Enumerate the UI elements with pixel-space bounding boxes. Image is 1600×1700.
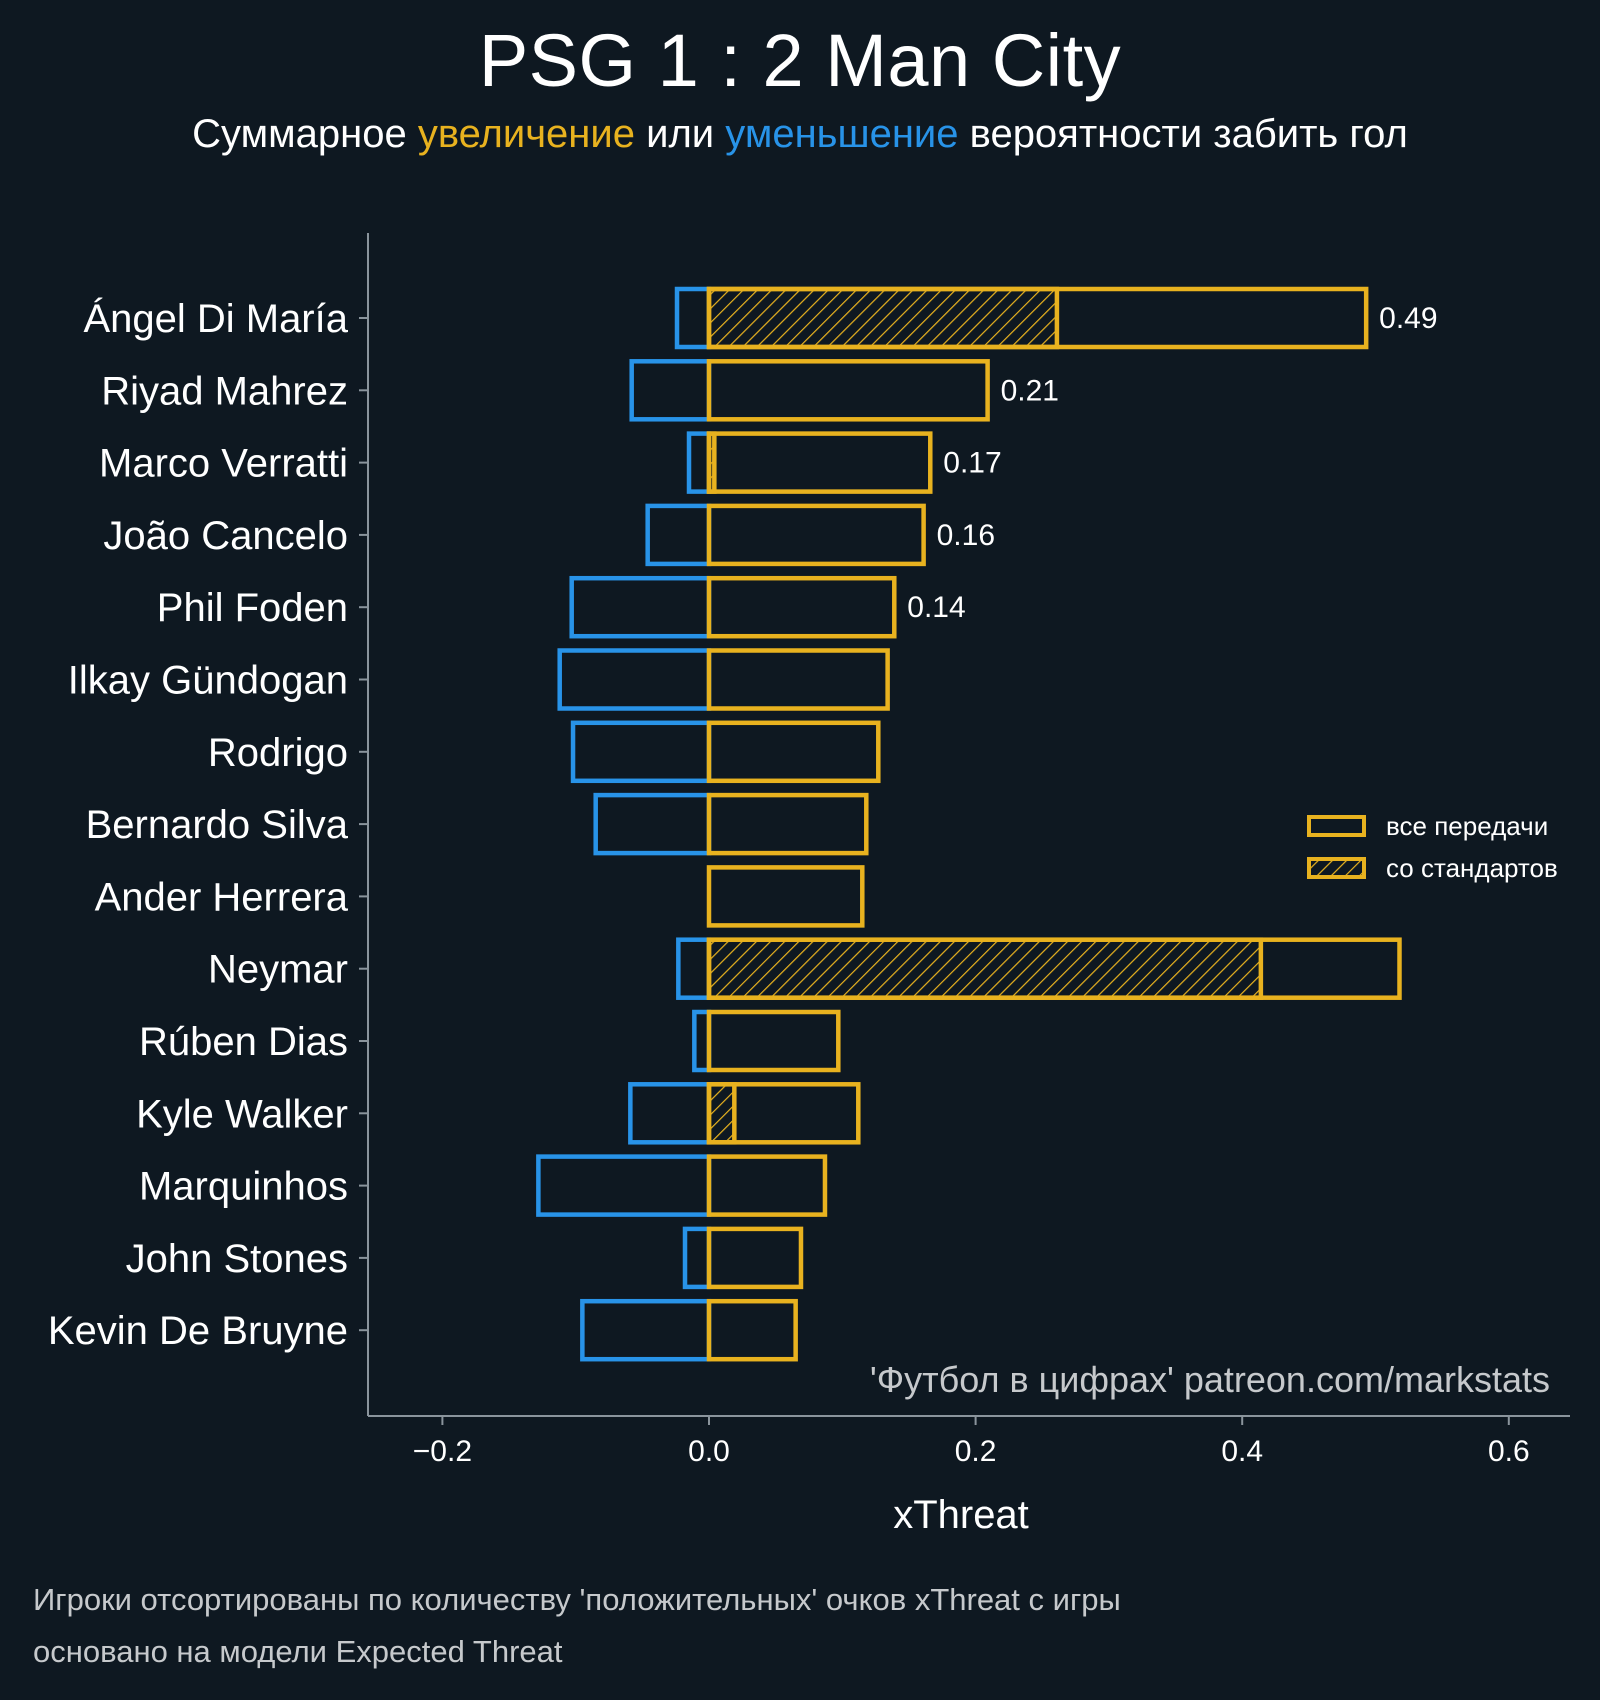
subtitle-suffix: вероятности забить гол	[969, 112, 1408, 156]
subtitle-prefix: Суммарное	[192, 112, 407, 156]
set-piece-bar	[706, 1082, 737, 1145]
x-axis-label: xThreat	[893, 1493, 1029, 1537]
player-label: Kyle Walker	[136, 1092, 348, 1136]
player-label: John Stones	[126, 1237, 348, 1281]
x-tick-label: 0.0	[688, 1435, 730, 1468]
player-label: Ander Herrera	[95, 875, 349, 919]
axes-layer	[359, 233, 1570, 1425]
subtitle-up-word: увеличение	[417, 112, 635, 156]
player-label: Ilkay Gündogan	[68, 659, 348, 703]
player-label: Riyad Mahrez	[101, 369, 348, 413]
labels-layer: Ángel Di María 0.49 Riyad Mahrez 0.21 Marco …	[48, 296, 1530, 1537]
positive-bar	[706, 1082, 861, 1145]
player-label: Neymar	[208, 948, 348, 992]
x-tick-label: 0.6	[1488, 1435, 1530, 1468]
player-label: Phil Foden	[157, 586, 348, 630]
x-tick-label: 0.4	[1221, 1435, 1263, 1468]
positive-bar	[706, 1298, 798, 1362]
watermark: 'Футбол в цифрах' patreon.com/markstats	[870, 1359, 1550, 1400]
chart-title: PSG 1 : 2 Man City	[478, 19, 1122, 102]
legend-label-set-pieces: со стандартов	[1386, 853, 1558, 883]
positive-bar	[706, 575, 897, 639]
subtitle-middle: или	[646, 112, 715, 156]
negative-bar	[593, 792, 712, 856]
set-piece-bar	[706, 937, 1264, 1000]
player-label: Kevin De Bruyne	[48, 1309, 348, 1353]
player-label: Ángel Di María	[83, 296, 348, 341]
negative-bar	[682, 1226, 712, 1290]
positive-bar	[706, 1009, 841, 1073]
positive-bar	[706, 792, 869, 856]
positive-bar	[706, 286, 1369, 350]
footnote-model: основано на модели Expected Threat	[33, 1634, 563, 1669]
data-label: 0.17	[943, 447, 1001, 480]
negative-bar	[676, 937, 712, 1000]
positive-bar	[706, 503, 926, 567]
data-label: 0.14	[907, 591, 965, 624]
positive-bar	[706, 648, 890, 711]
negative-bar	[686, 431, 712, 494]
player-label: Rodrigo	[208, 731, 348, 775]
set-piece-bar	[706, 286, 1060, 350]
positive-bar	[706, 1154, 828, 1217]
negative-bar	[570, 720, 712, 784]
player-label: Bernardo Silva	[86, 803, 349, 847]
positive-bar	[706, 937, 1402, 1000]
negative-bar	[645, 503, 712, 567]
player-label: João Cancelo	[103, 514, 348, 558]
negative-bar	[629, 359, 712, 422]
negative-bar	[580, 1298, 712, 1362]
positive-bar	[706, 431, 933, 494]
positive-bar	[706, 720, 881, 784]
x-tick-label: 0.2	[955, 1435, 997, 1468]
legend: все передачи со стандартов	[1307, 811, 1558, 883]
legend-swatch-all-passes	[1307, 815, 1366, 837]
positive-bar	[706, 1226, 804, 1290]
positive-bar	[706, 359, 990, 422]
data-label: 0.21	[1001, 374, 1059, 407]
data-label: 0.16	[937, 519, 995, 552]
player-label: Rúben Dias	[139, 1020, 348, 1064]
subtitle-down-word: уменьшение	[725, 112, 959, 156]
legend-swatch-set-pieces	[1307, 857, 1366, 879]
positive-bar	[706, 865, 865, 928]
negative-bar	[557, 648, 712, 711]
negative-bar	[569, 575, 712, 639]
chart-subtitle: Суммарное увеличение или уменьшение веро…	[0, 112, 1600, 157]
negative-bar	[628, 1082, 712, 1145]
bars-layer	[536, 286, 1402, 1362]
data-label: 0.49	[1379, 302, 1437, 335]
footnote-sorting: Игроки отсортированы по количеству 'поло…	[33, 1582, 1121, 1617]
legend-label-all-passes: все передачи	[1386, 811, 1548, 841]
negative-bar	[674, 286, 712, 350]
player-label: Marquinhos	[139, 1165, 348, 1209]
player-label: Marco Verratti	[99, 442, 348, 486]
x-tick-label: −0.2	[413, 1435, 472, 1468]
negative-bar	[536, 1154, 712, 1217]
